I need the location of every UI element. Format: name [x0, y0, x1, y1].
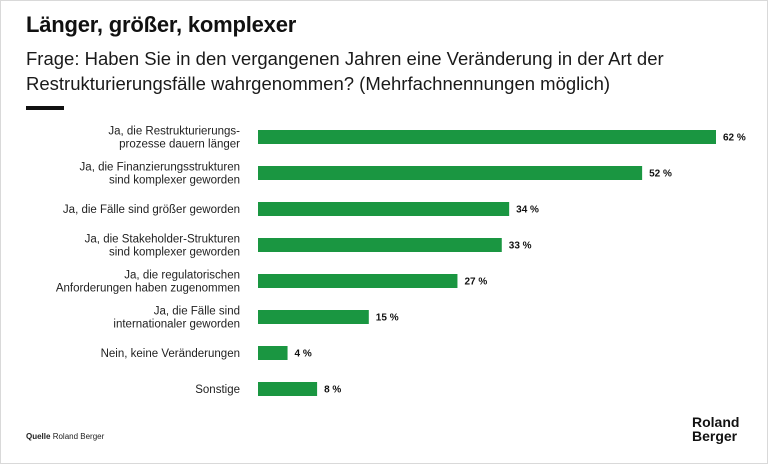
value-label-6: 4 % — [295, 349, 312, 360]
value-label-7: 8 % — [324, 385, 341, 396]
logo-line-1: Roland — [692, 414, 740, 430]
bar-6 — [258, 346, 288, 360]
bar-0 — [258, 130, 716, 144]
category-label-0: Ja, die Restrukturierungs-prozesse dauer… — [108, 126, 240, 151]
roland-berger-logo: Roland Berger — [692, 415, 739, 443]
category-label-6: Nein, keine Veränderungen — [101, 348, 240, 360]
logo-line-2: Berger — [692, 428, 738, 444]
bar-4 — [258, 274, 458, 288]
category-label-2: Ja, die Fälle sind größer geworden — [63, 204, 240, 216]
category-label-7: Sonstige — [195, 384, 240, 396]
value-label-4: 27 % — [464, 277, 487, 288]
bar-7 — [258, 382, 318, 396]
title-underline — [26, 106, 64, 110]
bar-1 — [258, 166, 643, 180]
category-label-4: Ja, die regulatorischen Anforderungen hab… — [56, 270, 240, 295]
bar-2 — [258, 202, 510, 216]
value-label-2: 34 % — [516, 205, 539, 216]
chart-subtitle: Frage: Haben Sie in den vergangenen Jahr… — [26, 48, 664, 94]
source-note: Quelle Roland Berger — [26, 432, 104, 441]
value-label-3: 33 % — [509, 241, 532, 252]
bar-3 — [258, 238, 502, 252]
value-label-1: 52 % — [649, 169, 672, 180]
source-value: Roland Berger — [52, 432, 105, 441]
value-label-5: 15 % — [376, 313, 399, 324]
category-label-1: Ja, die Finanzierungsstrukturen sind komp… — [80, 162, 240, 187]
category-label-3: Ja, die Stakeholder-Strukturen sind kompl… — [85, 234, 240, 259]
chart-title: Länger, größer, komplexer — [26, 12, 297, 37]
source-label: Quelle — [26, 432, 51, 441]
value-label-0: 62 % — [723, 133, 746, 144]
bar-5 — [258, 310, 369, 324]
category-label-5: Ja, die Fälle sind internationaler geword… — [113, 306, 240, 331]
